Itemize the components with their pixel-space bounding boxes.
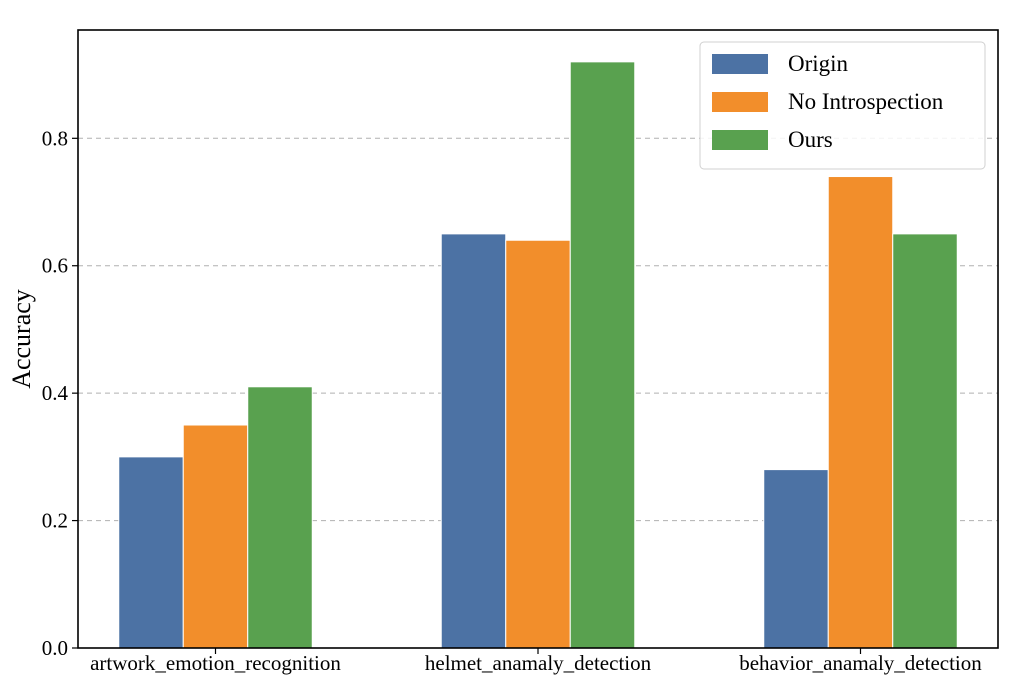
- legend: Origin No Introspection Ours: [699, 41, 986, 170]
- bar-ours: [247, 386, 313, 649]
- bar-origin: [440, 233, 507, 649]
- bar-no-introspection: [182, 424, 249, 649]
- bar-origin: [763, 469, 829, 649]
- bar-no-introspection: [505, 239, 571, 649]
- x-axis-ticks: artwork_emotion_recognition helmet_anamal…: [90, 648, 982, 675]
- y-axis-ticks: 0.0 0.2 0.4 0.6 0.8: [42, 126, 78, 660]
- bar-ours: [892, 233, 958, 649]
- legend-label: Origin: [788, 51, 849, 76]
- y-tick-label: 0.8: [42, 126, 68, 150]
- bar-ours: [569, 61, 636, 649]
- y-tick-label: 0.4: [42, 381, 69, 405]
- legend-swatch: [712, 54, 768, 74]
- legend-label: Ours: [788, 127, 833, 152]
- y-tick-label: 0.2: [42, 509, 68, 533]
- bars: [118, 61, 958, 649]
- y-axis-label: Accuracy: [7, 289, 36, 389]
- legend-swatch: [712, 92, 768, 112]
- y-tick-label: 0.0: [42, 636, 68, 660]
- y-tick-label: 0.6: [42, 254, 68, 278]
- x-tick-label: behavior_anamaly_detection: [739, 651, 982, 675]
- x-tick-label: artwork_emotion_recognition: [90, 651, 341, 675]
- bar-no-introspection: [827, 176, 894, 649]
- legend-label: No Introspection: [788, 89, 944, 114]
- legend-box: [699, 41, 986, 170]
- legend-swatch: [712, 130, 768, 150]
- bar-origin: [118, 456, 184, 649]
- x-tick-label: helmet_anamaly_detection: [425, 651, 652, 675]
